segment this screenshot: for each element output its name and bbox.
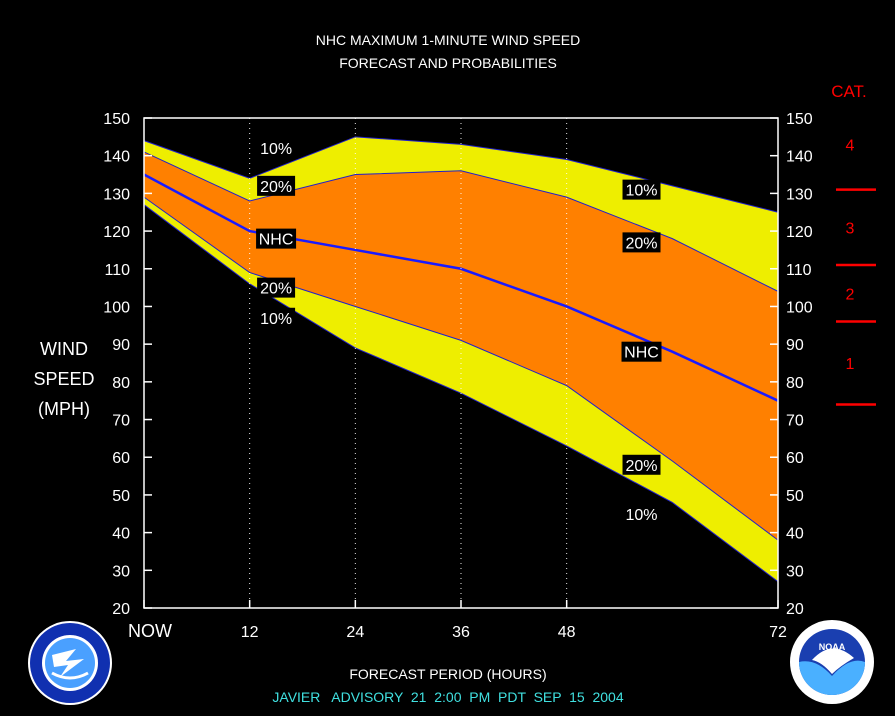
advisory-footer: JAVIER ADVISORY 21 2:00 PM PDT SEP 15 20… [272, 689, 623, 705]
band-label-box [257, 277, 296, 298]
category-label-3: 3 [846, 220, 855, 237]
y-tick-label-right: 100 [786, 299, 813, 316]
x-axis-label: FORECAST PERIOD (HOURS) [349, 666, 546, 682]
band-label-box [257, 175, 296, 196]
y-tick-label-right: 120 [786, 224, 813, 241]
band-label-text: 20% [260, 179, 292, 196]
band-label-text: 20% [625, 235, 657, 252]
band-label-text: 10% [625, 183, 657, 200]
noaa-logo: NOAA [790, 620, 874, 704]
band-label-text: NHC [624, 345, 659, 362]
y-tick-label-left: 120 [103, 224, 130, 241]
band-label-text: 20% [625, 458, 657, 475]
y-tick-label-left: 20 [112, 601, 130, 618]
y-tick-label-left: 140 [103, 149, 130, 166]
y-tick-label-right: 150 [786, 111, 813, 128]
chart-title-line2: FORECAST AND PROBABILITIES [339, 55, 557, 71]
y-tick-label-left: 100 [103, 299, 130, 316]
band-label-box [621, 341, 662, 362]
axes: 20 20 30 30 40 40 50 50 60 60 70 70 80 80 90 90 100 100 11… [103, 111, 813, 641]
chart-title-line1: NHC MAXIMUM 1-MINUTE WIND SPEED [316, 32, 580, 48]
y-tick-label-right: 70 [786, 413, 804, 430]
y-tick-label-left: 90 [112, 337, 130, 354]
y-tick-label-left: 60 [112, 450, 130, 467]
y-tick-label-right: 30 [786, 563, 804, 580]
y-tick-label-left: 110 [104, 262, 130, 279]
band-label-box [257, 138, 296, 159]
y-tick-label-left: 70 [112, 413, 130, 430]
y-tick-label-right: 80 [786, 375, 804, 392]
y-tick-label-left: 130 [103, 186, 130, 203]
category-label-4: 4 [846, 137, 855, 154]
series-line-lower20 [143, 196, 779, 541]
y-tick-label-left: 50 [112, 488, 130, 505]
x-tick-label: 48 [558, 624, 576, 641]
grid-lines [249, 118, 568, 608]
nws-logo [28, 621, 112, 705]
x-tick-label: 72 [769, 624, 787, 641]
x-tick-label: 36 [452, 624, 470, 641]
band-label-text: 20% [260, 281, 292, 298]
y-tick-label-right: 60 [786, 450, 804, 467]
band-label-text: 10% [625, 507, 657, 524]
category-scale: CAT. 1 2 3 4 [831, 82, 876, 406]
y-tick-label-right: 90 [786, 337, 804, 354]
y-axis-label-line2: SPEED [33, 369, 94, 389]
y-tick-label-right: 20 [786, 601, 804, 618]
category-label-1: 1 [846, 356, 855, 373]
band-label-text: 10% [260, 141, 292, 158]
y-tick-label-left: 80 [112, 375, 130, 392]
band-labels: 10% 20% NHC 20% 10% 10% 20% NHC 20% 10% [256, 138, 662, 524]
band-label-box [622, 454, 661, 475]
band-label-text: 10% [260, 311, 292, 328]
series-line-upper20 [143, 151, 779, 292]
y-tick-label-right: 130 [786, 186, 813, 203]
band-label-box [622, 503, 661, 524]
x-tick-label: NOW [128, 621, 172, 641]
band-label-box [256, 228, 297, 249]
y-tick-label-right: 50 [786, 488, 804, 505]
lightning-icon [52, 649, 84, 677]
band-label-box [622, 179, 661, 200]
x-tick-label: 24 [346, 624, 364, 641]
y-tick-label-right: 140 [786, 149, 813, 166]
y-tick-label-right: 110 [786, 262, 812, 279]
y-axis-label-line3: (MPH) [38, 399, 90, 419]
band-20-percent [144, 151, 778, 541]
y-tick-label-left: 150 [103, 111, 130, 128]
band-label-box [257, 307, 296, 328]
band-label-box [622, 232, 661, 253]
x-tick-label: 12 [241, 624, 259, 641]
svg-text:NOAA: NOAA [819, 642, 846, 652]
y-tick-label-right: 40 [786, 526, 804, 543]
y-tick-label-left: 30 [112, 563, 130, 580]
y-tick-label-left: 40 [112, 526, 130, 543]
band-label-text: NHC [259, 232, 294, 249]
category-label-2: 2 [846, 286, 855, 303]
category-title: CAT. [831, 82, 867, 101]
y-axis-label-line1: WIND [40, 339, 88, 359]
